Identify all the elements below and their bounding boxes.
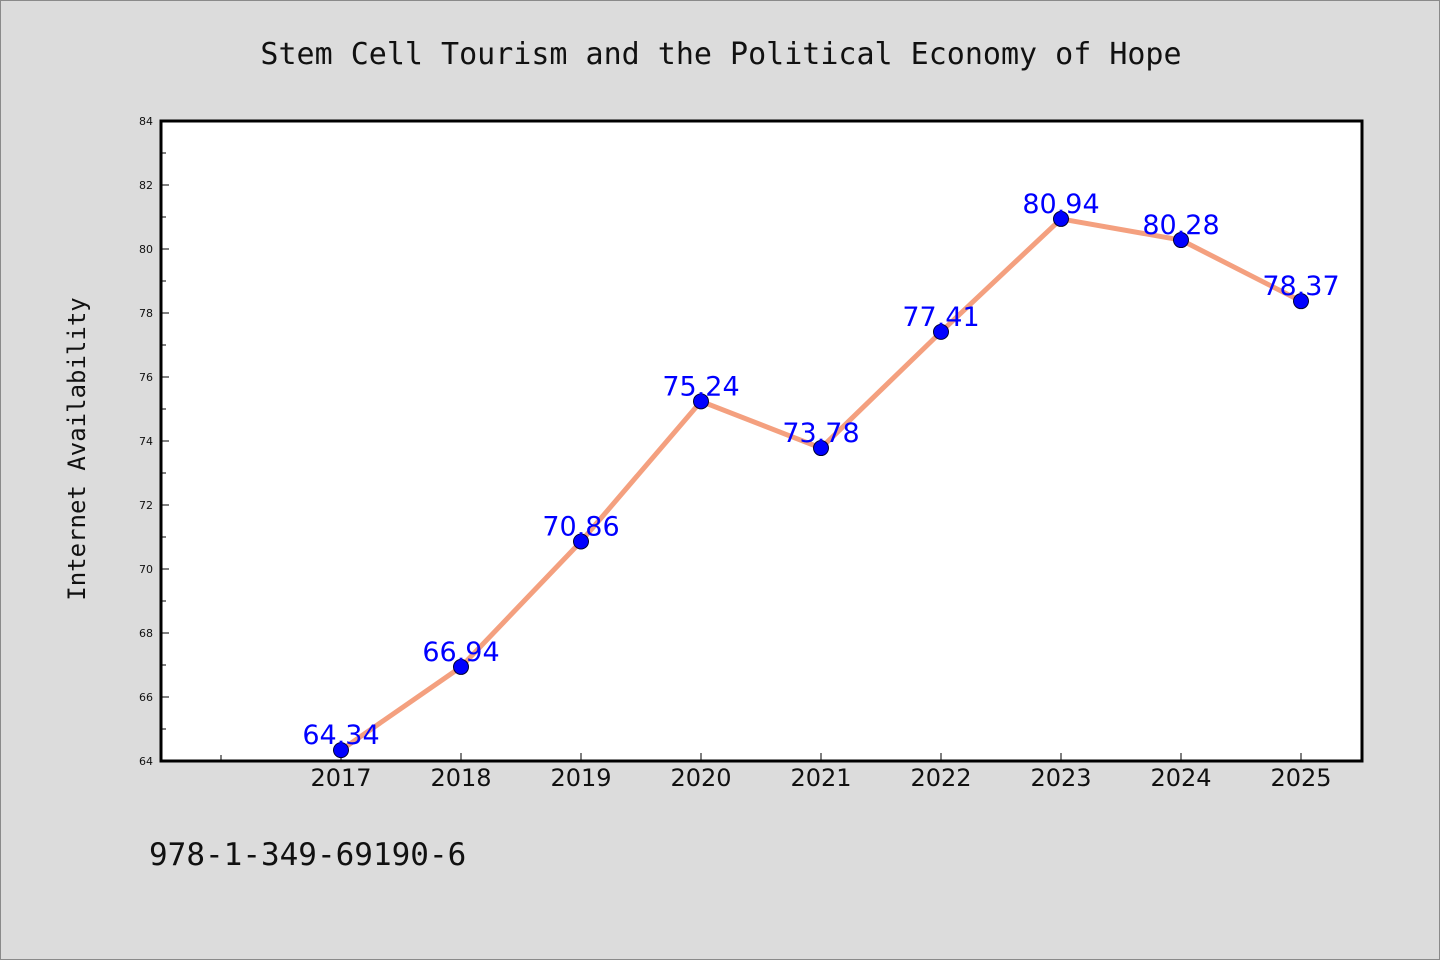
chart-title: Stem Cell Tourism and the Political Econ… bbox=[260, 37, 1181, 72]
data-label: 80.28 bbox=[1142, 210, 1219, 241]
y-tick-label: 76 bbox=[139, 371, 153, 384]
data-point-marker bbox=[693, 393, 709, 410]
data-label: 73.78 bbox=[782, 418, 859, 449]
y-axis-ticks: 64 66 68 70 72 74 76 78 80 82 84 bbox=[139, 115, 169, 768]
data-point-marker bbox=[1053, 210, 1069, 227]
data-point-marker bbox=[453, 658, 469, 675]
data-label: 64.34 bbox=[302, 720, 379, 751]
data-point-marker bbox=[573, 533, 589, 550]
data-point-marker bbox=[933, 323, 949, 340]
data-labels: 64.34 66.94 70.86 75.24 73.78 77.41 80.94 80.28… bbox=[302, 189, 1339, 751]
data-label: 75.24 bbox=[662, 371, 739, 402]
x-tick-label: 2020 bbox=[670, 764, 731, 792]
data-label: 70.86 bbox=[542, 511, 619, 542]
data-label: 78.37 bbox=[1262, 271, 1339, 302]
data-point-marker bbox=[1293, 293, 1309, 310]
y-tick-label: 64 bbox=[139, 755, 153, 768]
y-tick-label: 84 bbox=[139, 115, 153, 128]
x-tick-label: 2022 bbox=[910, 764, 971, 792]
x-tick-label: 2023 bbox=[1030, 764, 1091, 792]
y-tick-label: 82 bbox=[139, 179, 153, 192]
data-point-marker bbox=[813, 440, 829, 457]
y-tick-label: 66 bbox=[139, 691, 153, 704]
y-tick-label: 80 bbox=[139, 243, 153, 256]
y-axis-label: Internet Availability bbox=[63, 297, 91, 600]
y-tick-label: 74 bbox=[139, 435, 153, 448]
x-tick-label: 2025 bbox=[1270, 764, 1331, 792]
x-tick-label: 2017 bbox=[310, 764, 371, 792]
x-tick-label: 2021 bbox=[790, 764, 851, 792]
y-tick-label: 72 bbox=[139, 499, 153, 512]
series-markers bbox=[333, 210, 1309, 759]
data-label: 66.94 bbox=[422, 637, 499, 668]
isbn-text: 978-1-349-69190-6 bbox=[149, 837, 466, 873]
x-axis-ticks: 2017 2018 2019 2020 2021 2022 2023 2024 2025 bbox=[220, 753, 1332, 792]
data-point-marker bbox=[333, 742, 349, 759]
y-tick-label: 78 bbox=[139, 307, 153, 320]
data-point-marker bbox=[1173, 232, 1189, 249]
x-tick-label: 2019 bbox=[550, 764, 611, 792]
plot-area bbox=[159, 119, 1364, 763]
y-tick-label: 68 bbox=[139, 627, 153, 640]
x-tick-label: 2024 bbox=[1150, 764, 1211, 792]
data-label: 77.41 bbox=[902, 302, 979, 333]
x-tick-label: 2018 bbox=[430, 764, 491, 792]
y-tick-label: 70 bbox=[139, 563, 153, 576]
data-label: 80.94 bbox=[1022, 189, 1099, 220]
